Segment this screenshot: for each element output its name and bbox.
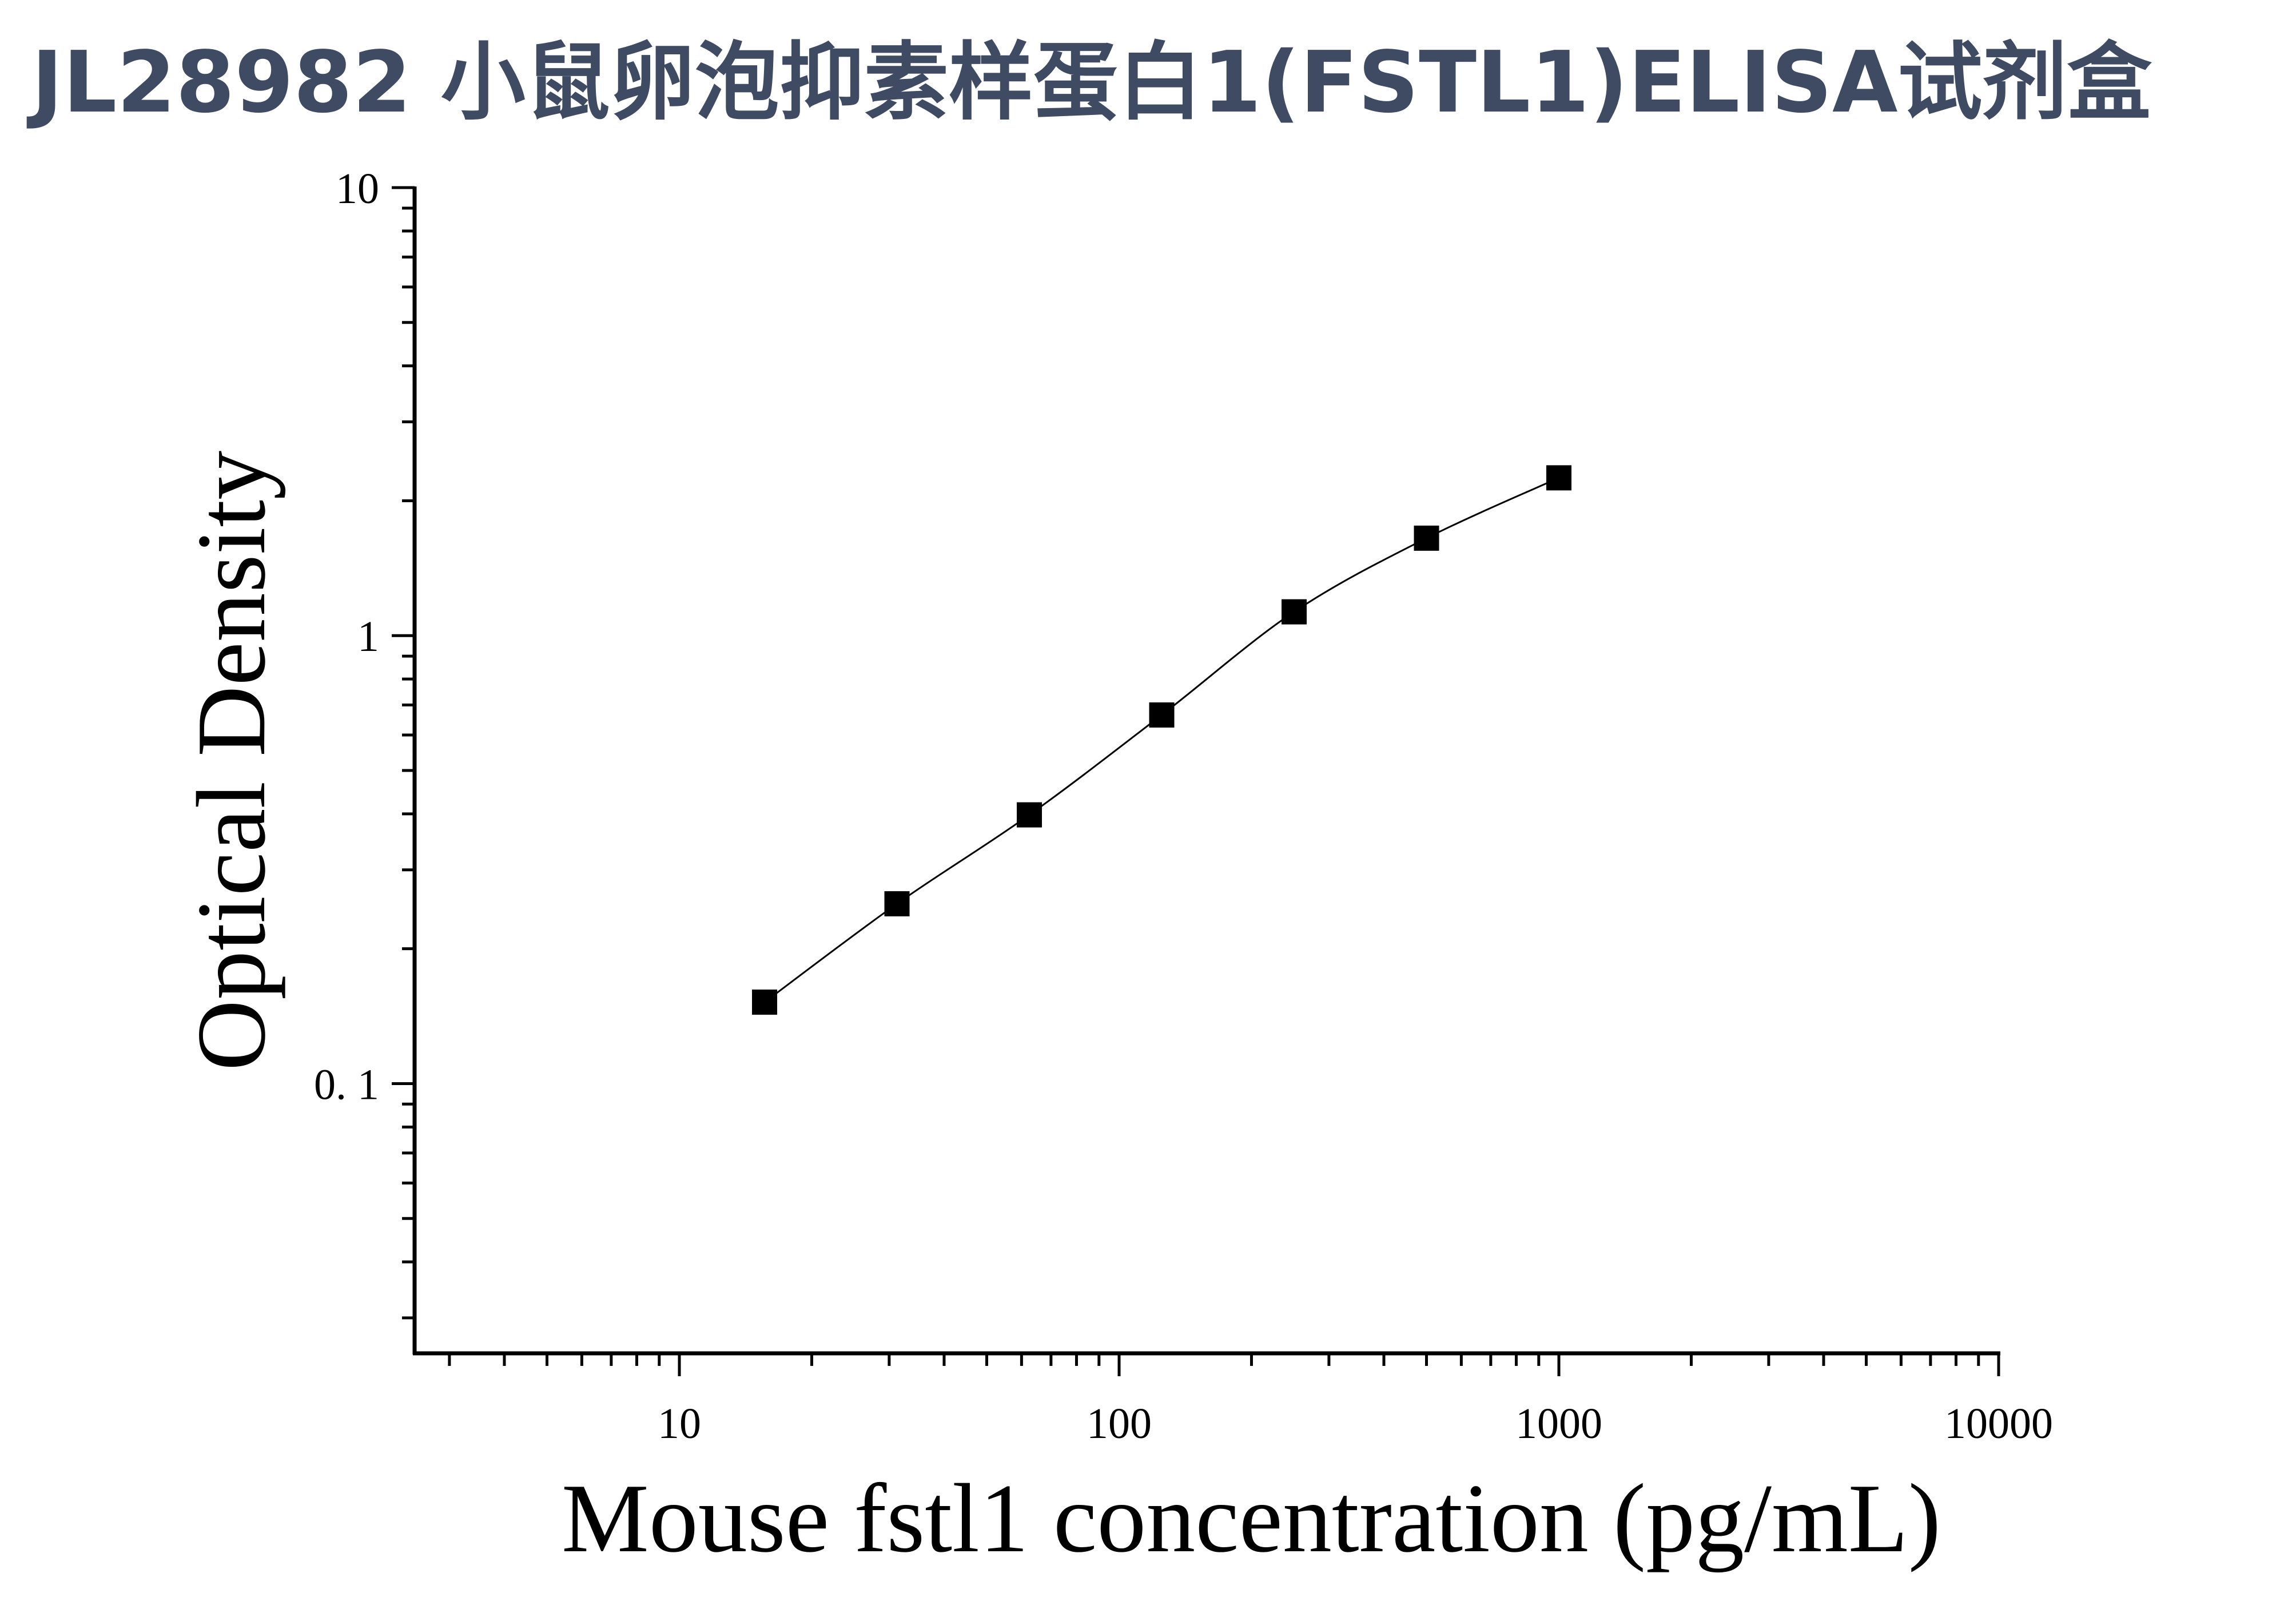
y-axis-label: Optical Density bbox=[177, 451, 286, 1071]
fit-curve-line bbox=[764, 477, 1559, 1003]
y-tick-label: 10 bbox=[336, 165, 379, 213]
axes bbox=[412, 186, 2000, 1356]
data-points bbox=[752, 465, 1571, 1015]
x-tick-label: 10 bbox=[658, 1400, 701, 1448]
y-tick-label: 1 bbox=[357, 613, 379, 661]
tick-labels: 10 100 1000 10000 0. 1 1 10 bbox=[314, 165, 2053, 1448]
x-tick-label: 1000 bbox=[1515, 1400, 1602, 1448]
page-title: JL28982 小鼠卵泡抑素样蛋白1(FSTL1)ELISA试剂盒 bbox=[26, 33, 2152, 132]
data-point bbox=[884, 891, 910, 917]
x-tick-label: 10000 bbox=[1944, 1400, 2053, 1448]
y-tick-label: 0. 1 bbox=[314, 1060, 379, 1109]
data-point bbox=[1017, 802, 1042, 828]
data-point bbox=[752, 990, 778, 1015]
data-point bbox=[1149, 702, 1175, 728]
data-point bbox=[1282, 599, 1307, 625]
x-tick-label: 100 bbox=[1087, 1400, 1152, 1448]
x-axis-label: Mouse fstl1 concentration (pg/mL) bbox=[562, 1464, 1941, 1573]
data-point bbox=[1546, 465, 1571, 491]
tick-marks bbox=[392, 186, 2000, 1376]
data-point bbox=[1414, 525, 1439, 551]
